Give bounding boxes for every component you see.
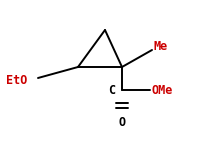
Text: EtO: EtO	[6, 73, 27, 86]
Text: Me: Me	[153, 39, 167, 52]
Text: O: O	[118, 115, 126, 128]
Text: C: C	[108, 83, 115, 97]
Text: OMe: OMe	[152, 83, 173, 97]
